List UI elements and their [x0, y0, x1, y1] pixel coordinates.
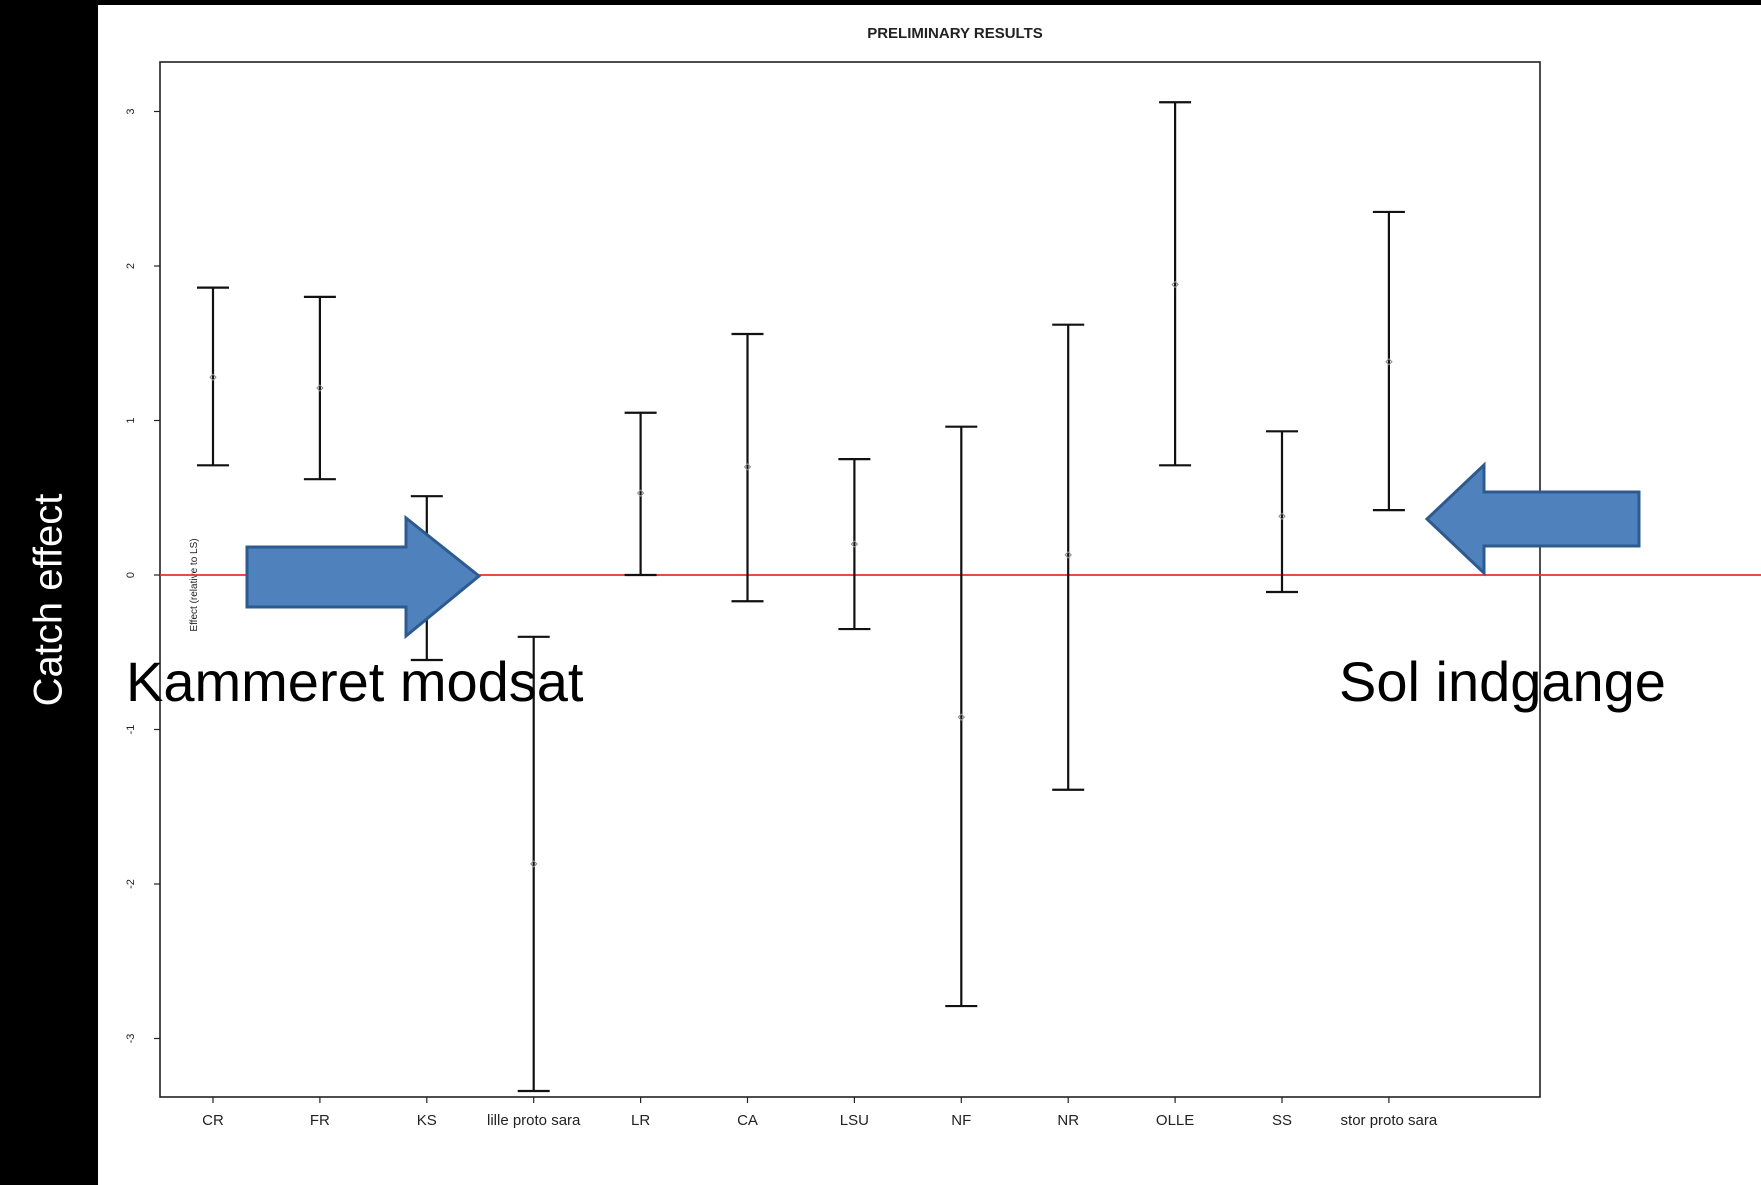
y-tick-label: 2	[125, 263, 137, 269]
x-tick-label: stor proto sara	[1341, 1112, 1438, 1129]
error-bars	[197, 101, 1405, 1093]
x-axis-categories: CR FR KS lille proto sara LR CA LSU NF NR OLLE SS s…	[202, 1097, 1438, 1129]
x-tick-label: CR	[202, 1112, 224, 1129]
x-tick-label: FR	[310, 1112, 330, 1129]
estimate-point	[529, 860, 538, 868]
y-tick-label: -1	[125, 725, 137, 735]
estimate-point	[850, 540, 859, 548]
estimate-point	[1171, 280, 1179, 289]
estimate-point	[316, 384, 324, 392]
y-tick-label: -2	[125, 879, 137, 889]
x-tick-label: LSU	[840, 1112, 869, 1129]
chart-title: PRELIMINARY RESULTS	[867, 25, 1043, 42]
left-pointing-arrow	[1424, 461, 1641, 577]
y-tick-label: 3	[125, 108, 137, 114]
chart-svg: PRELIMINARY RESULTS Effect (relative to …	[125, 25, 1761, 1129]
x-tick-label: OLLE	[1156, 1112, 1194, 1129]
x-tick-label: CA	[737, 1112, 758, 1129]
estimate-point	[1278, 512, 1286, 520]
estimate-point	[209, 373, 217, 381]
side-axis-label: Catch effect	[26, 493, 71, 707]
y-axis-ticks: -3 -2 -1 0 1 2 3	[125, 108, 160, 1043]
x-tick-label: LR	[631, 1112, 650, 1129]
x-tick-label: NR	[1057, 1112, 1079, 1129]
estimate-point	[1064, 551, 1072, 559]
x-tick-label: lille proto sara	[487, 1112, 581, 1129]
x-tick-label: NF	[951, 1112, 971, 1129]
x-tick-label: SS	[1272, 1112, 1292, 1129]
estimate-point	[957, 713, 966, 721]
left-band	[0, 0, 98, 1185]
plot-frame	[159, 61, 1541, 1098]
y-tick-label: -3	[125, 1034, 137, 1044]
x-tick-label: KS	[417, 1112, 437, 1129]
right-pointing-arrow	[245, 514, 482, 640]
chart-panel: PRELIMINARY RESULTS Effect (relative to …	[98, 5, 1761, 1185]
y-tick-label: 1	[125, 417, 137, 423]
estimate-point	[636, 489, 645, 497]
annotation-right-text: Sol indgange	[1339, 650, 1666, 713]
estimate-point	[1385, 358, 1393, 366]
estimate-point	[743, 463, 752, 471]
annotation-left-text: Kammeret modsat	[126, 650, 584, 713]
y-tick-label: 0	[125, 572, 137, 578]
y-axis-label: Effect (relative to LS)	[189, 538, 200, 631]
